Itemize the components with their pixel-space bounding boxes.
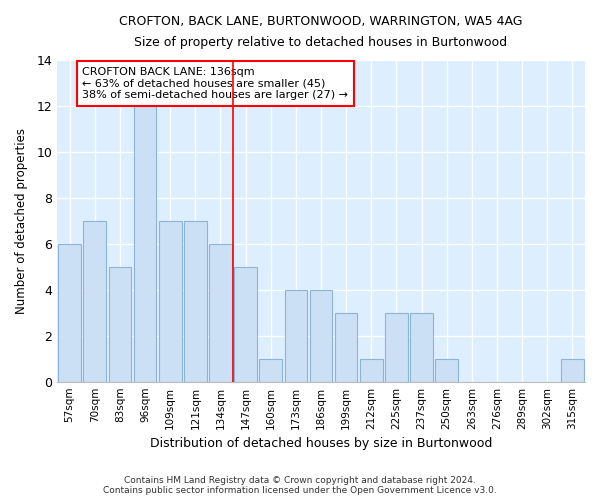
Bar	[561, 358, 584, 382]
Bar	[235, 267, 257, 382]
Bar	[360, 358, 383, 382]
Bar	[134, 106, 157, 382]
Y-axis label: Number of detached properties: Number of detached properties	[15, 128, 28, 314]
Title: CROFTON, BACK LANE, BURTONWOOD, WARRINGTON, WA5 4AG
Size of property relative to: CROFTON, BACK LANE, BURTONWOOD, WARRINGT…	[119, 15, 523, 49]
Bar	[284, 290, 307, 382]
Text: Contains HM Land Registry data © Crown copyright and database right 2024.
Contai: Contains HM Land Registry data © Crown c…	[103, 476, 497, 495]
Bar	[335, 312, 358, 382]
Bar	[410, 312, 433, 382]
Bar	[209, 244, 232, 382]
Bar	[159, 221, 182, 382]
Bar	[58, 244, 81, 382]
Bar	[385, 312, 408, 382]
Bar	[310, 290, 332, 382]
Bar	[109, 267, 131, 382]
Bar	[436, 358, 458, 382]
Bar	[83, 221, 106, 382]
Text: CROFTON BACK LANE: 136sqm
← 63% of detached houses are smaller (45)
38% of semi-: CROFTON BACK LANE: 136sqm ← 63% of detac…	[82, 67, 348, 100]
Bar	[259, 358, 282, 382]
X-axis label: Distribution of detached houses by size in Burtonwood: Distribution of detached houses by size …	[150, 437, 492, 450]
Bar	[184, 221, 206, 382]
